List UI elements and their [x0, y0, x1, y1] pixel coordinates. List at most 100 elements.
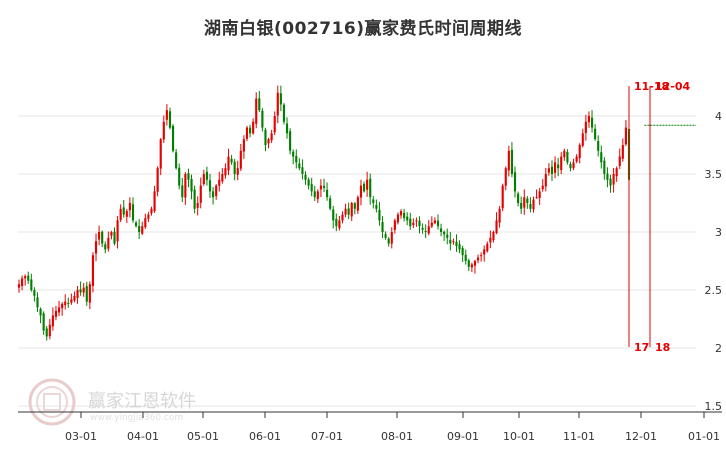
candle-body: [439, 228, 443, 232]
candle-body: [412, 222, 415, 226]
candle-body: [267, 139, 270, 144]
watermark-url: www.yingjia360.com: [90, 413, 183, 423]
candle-body: [443, 231, 446, 235]
candle-body: [107, 237, 110, 249]
candle-body: [159, 139, 162, 169]
x-tick-label: 09-01: [447, 430, 479, 443]
cycle-top-label: 12-04: [655, 80, 691, 93]
candle-body: [273, 116, 276, 133]
candle-body: [362, 183, 366, 192]
x-tick-label: 01-01: [688, 430, 720, 443]
candle-body: [98, 232, 101, 240]
candle-body: [390, 232, 393, 244]
candle-body: [165, 110, 168, 120]
candle-body: [541, 185, 544, 190]
candle-body: [224, 168, 227, 176]
candle-body: [51, 315, 54, 327]
candle-body: [298, 163, 301, 169]
candle-body: [258, 98, 261, 111]
candle-body: [520, 202, 523, 209]
x-tick-label: 11-01: [563, 430, 595, 443]
grid-layer: 1.5 2 2.5 3 3.5 4: [18, 110, 722, 413]
candle-body: [168, 111, 172, 128]
candle-body: [227, 156, 230, 171]
candle-body: [36, 297, 39, 308]
candle-body: [24, 276, 27, 279]
candle-body: [88, 284, 91, 303]
candle-body: [144, 218, 147, 228]
candle-body: [335, 218, 338, 227]
candle-body: [208, 180, 212, 192]
candle-body: [597, 140, 600, 151]
x-tick-label: 10-01: [503, 430, 535, 443]
candle-body: [310, 184, 313, 192]
candle-body: [122, 207, 125, 215]
candle-body: [33, 290, 36, 296]
candle-body: [495, 220, 498, 233]
candle-body: [91, 255, 95, 286]
candle-body: [458, 244, 461, 250]
chart-title: 湖南白银(002716)赢家费氏时间周期线: [203, 19, 522, 39]
candle-body: [372, 199, 375, 203]
candle-body: [550, 166, 554, 174]
y-tick-label: 2.5: [705, 284, 723, 297]
candle-body: [230, 158, 233, 163]
candle-body: [242, 139, 245, 152]
candle-body: [572, 162, 575, 169]
candle-body: [202, 174, 205, 185]
candle-body: [128, 203, 131, 211]
candle-body: [526, 198, 529, 203]
candle-body: [452, 241, 455, 243]
candle-body: [378, 209, 381, 221]
candle-body: [384, 234, 387, 238]
candle-body: [409, 218, 412, 227]
candle-body: [162, 121, 165, 140]
candle-body: [215, 185, 218, 197]
candle-body: [446, 234, 449, 238]
candle-body: [338, 220, 341, 229]
candle-body: [292, 151, 295, 157]
x-tick-label: 06-01: [249, 430, 281, 443]
candle-body: [332, 209, 335, 221]
candle-body: [279, 93, 282, 105]
candle-body: [138, 226, 141, 232]
candle-body: [433, 220, 436, 224]
candle-body: [326, 189, 329, 198]
candle-body: [344, 208, 347, 215]
candle-body: [61, 303, 64, 309]
candle-body: [67, 302, 70, 304]
candle-body: [529, 203, 532, 209]
candle-body: [547, 168, 550, 173]
candle-body: [609, 178, 612, 186]
candle-body: [535, 197, 538, 199]
cycle-bottom-label: 18: [655, 341, 670, 354]
candle-body: [239, 150, 242, 169]
candle-body: [82, 287, 85, 293]
candle-body: [17, 284, 21, 288]
candle-body: [104, 244, 107, 250]
candle-body: [470, 264, 473, 268]
candle-body: [153, 191, 156, 212]
candle-body: [125, 211, 128, 217]
candle-body: [70, 299, 73, 303]
candle-body: [467, 260, 470, 267]
candle-body: [131, 204, 135, 221]
candle-body: [329, 198, 332, 209]
candle-body: [319, 185, 322, 190]
candle-body: [356, 197, 359, 211]
candle-body: [618, 156, 621, 166]
candle-body: [584, 121, 587, 133]
candle-body: [233, 161, 236, 174]
candle-body: [427, 226, 430, 234]
candle-body: [73, 295, 76, 301]
candle-body: [270, 133, 273, 141]
candle-body: [27, 275, 30, 281]
candle-body: [212, 191, 215, 198]
cycle-top-label: 11-18: [634, 80, 669, 93]
y-tick-label: 2: [715, 342, 722, 355]
x-tick-label: 12-01: [625, 430, 657, 443]
candle-body: [116, 220, 119, 242]
candle-body: [322, 185, 326, 188]
candle-body: [513, 172, 517, 192]
candle-body: [313, 191, 316, 198]
